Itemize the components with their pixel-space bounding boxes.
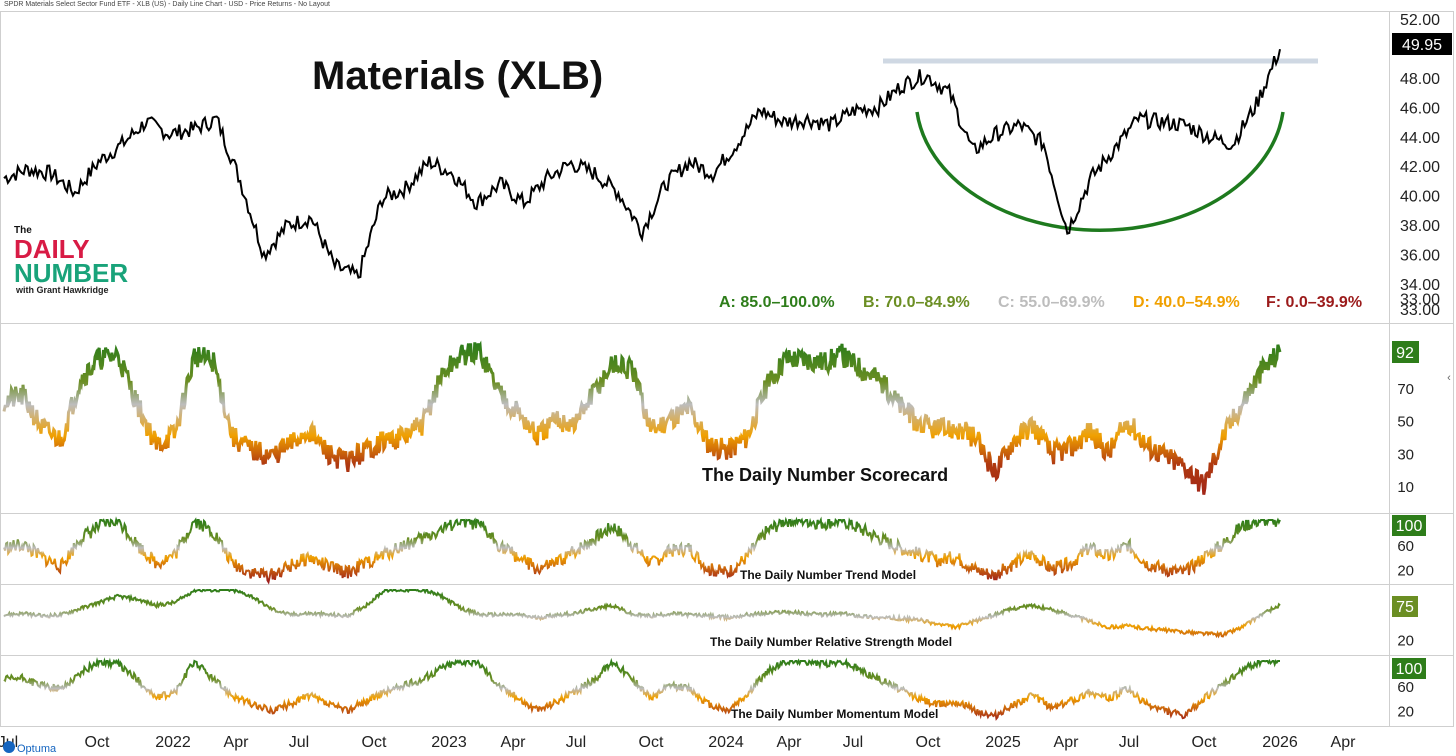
momentum-y-tick-label: 20 (1397, 704, 1414, 721)
x-axis-tick-label: Oct (85, 734, 110, 751)
x-axis-tick-label: Apr (777, 734, 803, 751)
logo-number: NUMBER (14, 258, 128, 288)
price-y-tick-label: 33.00 (1400, 302, 1440, 319)
rs-panel: The Daily Number Relative Strength Model… (3, 588, 1418, 650)
price-y-ticks: 52.0050.0048.0046.0044.0042.0040.0038.00… (1400, 12, 1440, 319)
price-y-tick-label: 46.00 (1400, 100, 1440, 117)
grade-f-label: F: 0.0–39.9% (1266, 294, 1362, 311)
scorecard-y-tick-label: 30 (1397, 446, 1414, 463)
grade-a-label: A: 85.0–100.0% (719, 294, 835, 311)
scorecard-y-tick-label: 50 (1397, 414, 1414, 431)
momentum-series-line (3, 657, 1280, 721)
x-axis-tick-label: Jul (566, 734, 586, 751)
rs-series-line (3, 588, 1281, 639)
cup-pattern-arc (915, 111, 1285, 233)
logo-the: The (14, 225, 32, 236)
last-price-label: 49.95 (1402, 37, 1442, 54)
x-axis-tick-label: 2022 (155, 734, 191, 751)
chart-caption: SPDR Materials Select Sector Fund ETF - … (4, 1, 330, 8)
rs-last-badge (1392, 596, 1418, 617)
price-y-tick-label: 44.00 (1400, 130, 1440, 147)
x-axis-tick-label: Apr (224, 734, 250, 751)
momentum-last-badge (1392, 658, 1426, 679)
chart-frame (0, 11, 1454, 727)
scorecard-title: The Daily Number Scorecard (702, 465, 948, 485)
x-axis-tick-label: 2026 (1262, 734, 1298, 751)
grade-d-label: D: 40.0–54.9% (1133, 294, 1240, 311)
momentum-y-tick-label: 60 (1397, 679, 1414, 696)
optuma-brand: Optuma (3, 741, 57, 755)
collapse-chevron-icon[interactable]: ‹ (1447, 372, 1451, 384)
optuma-brand-label: Optuma (17, 743, 57, 755)
momentum-last-value: 100 (1396, 661, 1423, 678)
x-axis-tick-label: Oct (916, 734, 941, 751)
scorecard-series-line (2, 340, 1282, 495)
rs-last-value: 75 (1396, 599, 1414, 616)
x-axis-tick-label: 2025 (985, 734, 1021, 751)
x-axis-tick-label: Jul (843, 734, 863, 751)
trend-last-badge (1392, 515, 1426, 536)
price-y-tick-label: 36.00 (1400, 248, 1440, 265)
scorecard-last-value: 92 (1396, 345, 1414, 362)
price-panel: Materials (XLB) 52.0050.0048.0046.0044.0… (3, 12, 1452, 319)
logo-byline: with Grant Hawkridge (15, 285, 109, 295)
x-axis: Jul Oct 2022 Apr Jul Oct 2023 Apr Jul Oct 2024 Apr J… (0, 734, 1356, 751)
scorecard-y-tick-label: 10 (1397, 479, 1414, 496)
trend-y-tick-label: 20 (1397, 563, 1414, 580)
price-series-line (3, 48, 1281, 279)
scorecard-last-badge (1392, 341, 1419, 363)
price-y-tick-label: 33.00 (1400, 292, 1440, 309)
price-y-tick-label: 52.00 (1400, 12, 1440, 29)
last-price-badge (1392, 33, 1452, 55)
x-axis-tick-label: Jul (1119, 734, 1139, 751)
x-axis-tick-label: Apr (1331, 734, 1357, 751)
grade-legend: A: 85.0–100.0% B: 70.0–84.9% C: 55.0–69.… (719, 294, 1362, 311)
scorecard-y-ticks: 70 50 30 10 (1397, 381, 1414, 496)
logo-daily: DAILY (14, 234, 90, 264)
x-axis-tick-label: 2024 (708, 734, 744, 751)
scorecard-y-tick-label: 70 (1397, 381, 1414, 398)
momentum-title: The Daily Number Momentum Model (731, 707, 938, 721)
trend-y-tick-label: 60 (1397, 538, 1414, 555)
x-axis-tick-label: Oct (639, 734, 664, 751)
price-y-tick-label: 48.00 (1400, 71, 1440, 88)
price-y-tick-label: 34.00 (1400, 277, 1440, 294)
rs-y-tick-label: 20 (1397, 633, 1414, 650)
chart-title: Materials (XLB) (312, 54, 603, 98)
rs-y-ticks: 20 (1397, 633, 1414, 650)
grade-c-label: C: 55.0–69.9% (998, 294, 1105, 311)
optuma-logo-icon (3, 741, 15, 753)
daily-number-logo: The DAILY NUMBER with Grant Hawkridge (14, 225, 128, 295)
x-axis-tick-label: Jul (289, 734, 309, 751)
x-axis-tick-label: Apr (1054, 734, 1080, 751)
grade-b-label: B: 70.0–84.9% (863, 294, 970, 311)
scorecard-panel: The Daily Number Scorecard 70 50 30 10 92 ‹ (2, 340, 1451, 496)
price-y-tick-label: 38.00 (1400, 218, 1440, 235)
price-y-tick-label: 42.00 (1400, 159, 1440, 176)
price-y-tick-label: 40.00 (1400, 189, 1440, 206)
trend-series-line (3, 516, 1281, 585)
rs-title: The Daily Number Relative Strength Model (710, 635, 952, 649)
x-axis-tick-label: Oct (362, 734, 387, 751)
x-axis-tick-label: Oct (1192, 734, 1217, 751)
x-axis-tick-label: Apr (501, 734, 527, 751)
x-axis-tick-label: 2023 (431, 734, 467, 751)
trend-title: The Daily Number Trend Model (740, 568, 916, 582)
trend-last-value: 100 (1396, 518, 1423, 535)
